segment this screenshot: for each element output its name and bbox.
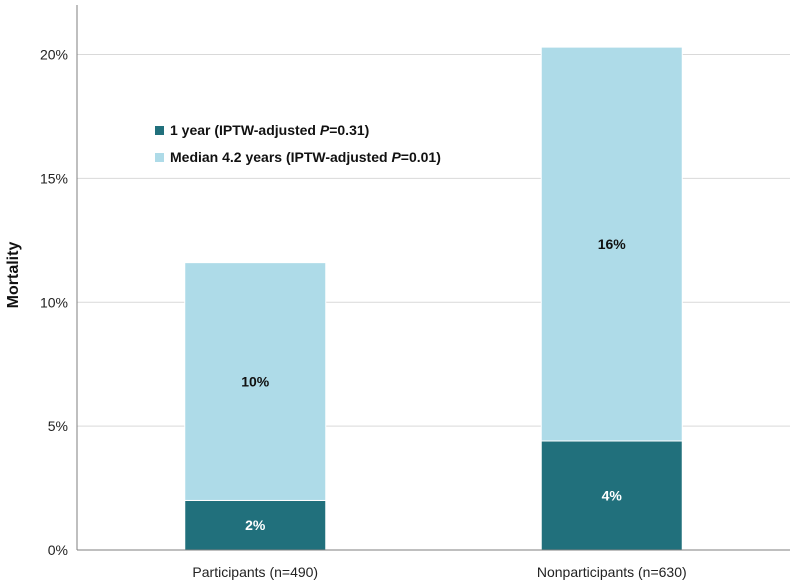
x-tick-label: Nonparticipants (n=630) [537, 564, 687, 580]
axes: 0% 5% 10% 15% 20% Participants (n=490) Nonpart… [40, 5, 790, 580]
bar-segment-one-year-1 [540, 440, 683, 551]
legend: 1 year (IPTW-adjusted P=0.31) Median 4.2 … [155, 122, 441, 165]
y-tick-label: 0% [48, 542, 68, 558]
y-tick-label: 10% [40, 294, 68, 310]
y-tick-label: 5% [48, 418, 68, 434]
bar-segment-median-1 [540, 46, 683, 442]
legend-entry: Median 4.2 years (IPTW-adjusted P=0.01) [170, 149, 441, 165]
y-axis-label: Mortality [5, 242, 22, 309]
data-label: 4% [602, 488, 623, 504]
data-labels: 2% 10% 4% 16% [241, 236, 626, 533]
legend-swatch [155, 126, 164, 135]
data-label: 16% [598, 236, 627, 252]
data-label: 10% [241, 374, 270, 390]
legend-swatch [155, 153, 164, 162]
legend-entry: 1 year (IPTW-adjusted P=0.31) [170, 122, 369, 138]
y-tick-label: 15% [40, 170, 68, 186]
bars [184, 46, 683, 551]
data-label: 2% [245, 517, 266, 533]
x-tick-label: Participants (n=490) [192, 564, 318, 580]
y-tick-label: 20% [40, 47, 68, 63]
bar-segment-median-0 [184, 262, 327, 501]
